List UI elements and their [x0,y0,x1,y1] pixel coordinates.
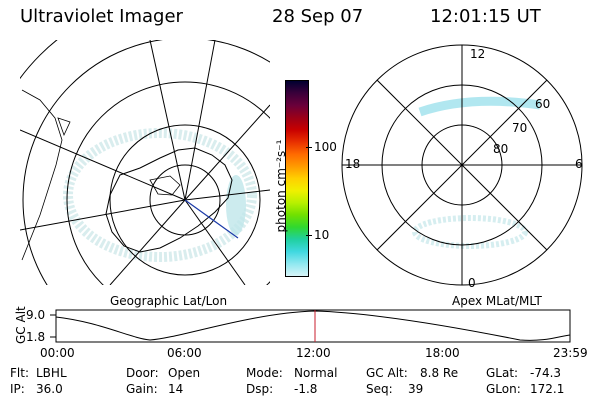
mlat-label-60: 60 [535,97,551,111]
map-frame [20,40,270,285]
colorbar-label-100: 100 [314,140,337,154]
info-seq-value: 39 [408,382,424,396]
info-ip-label: IP: [10,382,25,396]
info-gcalt-label: GC Alt: [366,366,408,380]
info-door-label: Door: [126,366,159,380]
instrument-title: Ultraviolet Imager [20,6,183,27]
info-mode-label: Mode: [246,366,283,380]
geographic-caption: Geographic Lat/Lon [110,294,228,308]
info-mode-value: Normal [294,366,338,380]
mlat-label-70: 70 [512,121,528,135]
info-dsp-label: Dsp: [246,382,274,396]
colorbar [285,80,309,277]
info-flt-value: LBHL [36,366,67,380]
info-gcalt-value: 8.8 Re [420,366,459,380]
mlt-label-0: 0 [468,276,476,290]
mlt-label-12: 12 [470,47,486,61]
colorbar-tick-100 [306,147,312,148]
info-door-value: Open [168,366,201,380]
colorbar-label-10: 10 [314,228,330,242]
timeline-xtick-1800: 18:00 [425,346,460,360]
sun-direction-line [184,199,239,239]
mlat-label-80: 80 [493,142,509,156]
mlt-label-6: 6 [575,157,583,171]
timeline-xtick-0000: 00:00 [40,346,75,360]
timeline-ytick-9: 9.0 [26,308,46,322]
timeline-xtick-2359: 23:59 [553,346,588,360]
info-glon-value: 172.1 [530,382,565,396]
info-glat-label: GLat: [486,366,519,380]
info-gain-label: Gain: [126,382,158,396]
date-label: 28 Sep 07 [272,6,364,27]
info-flt-label: Flt: [10,366,29,380]
aurora-oval-geo [63,128,257,262]
mlt-label-18: 18 [345,157,361,171]
apex-caption: Apex MLat/MLT [452,294,542,308]
info-ip-value: 36.0 [36,382,63,396]
info-glat-value: -74.3 [530,366,562,380]
timeline-ytick-1-8: 1.8 [26,330,46,344]
timeline-xtick-0600: 06:00 [167,346,202,360]
info-gain-value: 14 [168,382,184,396]
info-dsp-value: -1.8 [294,382,318,396]
info-seq-label: Seq: [366,382,393,396]
colorbar-tick-10 [306,235,312,236]
time-label: 12:01:15 UT [430,6,541,27]
aurora-oval-mlat [418,96,541,117]
info-glon-label: GLon: [486,382,521,396]
timeline-xtick-1200: 12:00 [296,346,331,360]
